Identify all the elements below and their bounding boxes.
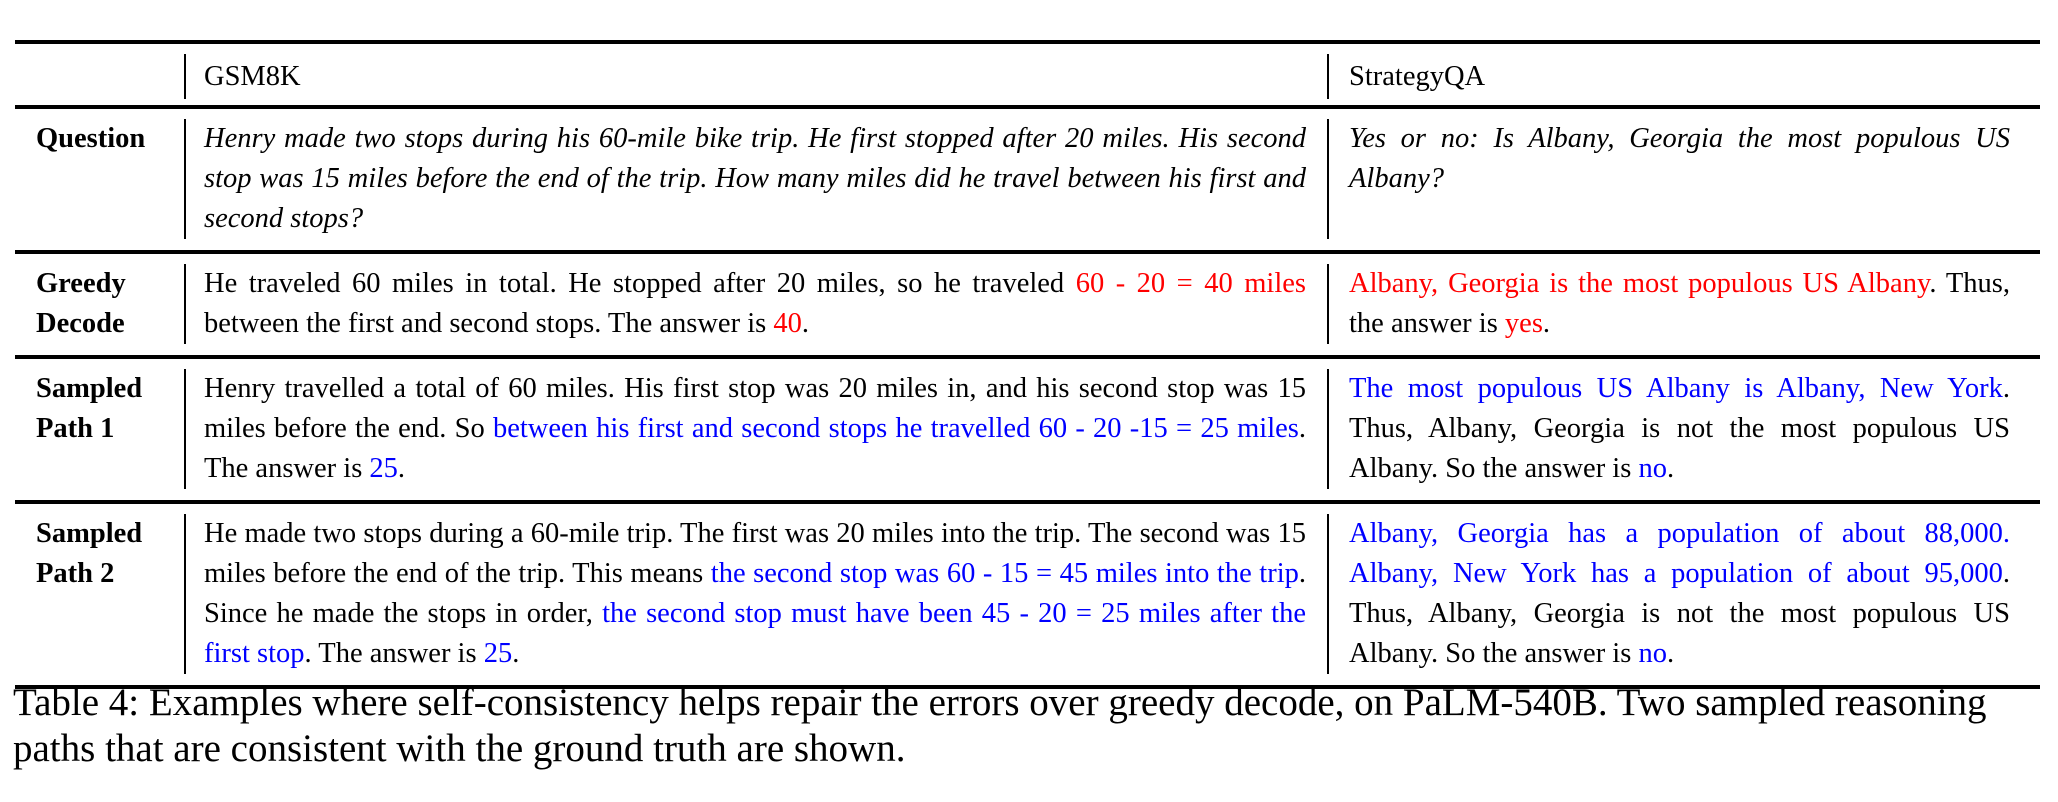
table-caption: Table 4: Examples where self-consistency…: [13, 681, 1987, 770]
strategyqa-cell: Albany, Georgia has a population of abou…: [1327, 514, 2040, 674]
text-segment: between the first and second stops. The …: [204, 308, 774, 339]
gsm8k-cell: Henry travelled a total of 60 miles. His…: [184, 369, 1327, 489]
row-rule: [15, 355, 2040, 359]
examples-table: GSM8K StrategyQA Question Henry made two …: [15, 40, 2040, 689]
correct-reasoning-text: 25: [483, 638, 513, 669]
text-segment: Yes or no: Is Albany, Georgia the most p…: [1349, 123, 2010, 194]
table-row: Question Henry made two stops during his …: [15, 109, 2040, 250]
text-segment: . The answer is: [304, 638, 484, 669]
incorrect-reasoning-text: 40: [773, 308, 802, 339]
text-segment: .: [1666, 453, 1675, 484]
header-label: [15, 44, 184, 105]
table-row: Sampled Path 2 He made two stops during a…: [15, 504, 2040, 685]
table-body: Question Henry made two stops during his …: [15, 109, 2040, 689]
header-strategyqa: StrategyQA: [1327, 54, 2040, 99]
correct-reasoning-text: Albany, Georgia has a population of abou…: [1349, 518, 2010, 589]
correct-reasoning-text: between his first and second stops he tr…: [492, 413, 1299, 444]
strategyqa-cell: The most populous US Albany is Albany, N…: [1327, 369, 2040, 489]
row-rule: [15, 500, 2040, 504]
gsm8k-cell: Henry made two stops during his 60-mile …: [184, 119, 1327, 239]
table-row: Greedy Decode He traveled 60 miles in tot…: [15, 254, 2040, 355]
header-gsm8k: GSM8K: [184, 54, 1327, 99]
strategyqa-cell: Yes or no: Is Albany, Georgia the most p…: [1327, 119, 2040, 239]
strategyqa-cell: Albany, Georgia is the most populous US …: [1327, 264, 2040, 344]
top-rule: [15, 40, 2040, 44]
row-label: Greedy Decode: [36, 268, 126, 339]
gsm8k-cell: He made two stops during a 60-mile trip.…: [184, 514, 1327, 674]
incorrect-reasoning-text: yes: [1504, 308, 1543, 339]
text-segment: He made two stops during a 60-mile trip.…: [204, 518, 1306, 589]
header-row: GSM8K StrategyQA: [15, 44, 2040, 105]
incorrect-reasoning-text: 60 - 20 = 40 miles: [1075, 268, 1306, 299]
correct-reasoning-text: the second stop must have been 45 - 20 =…: [204, 598, 1307, 669]
text-segment: .: [512, 638, 520, 669]
header-rule: [15, 105, 2040, 109]
text-segment: Henry travelled a total of 60 miles. His…: [204, 373, 1306, 444]
correct-reasoning-text: The most populous US Albany is Albany, N…: [1349, 373, 2003, 404]
row-rule: [15, 250, 2040, 254]
text-segment: He traveled 60 miles in total. He stoppe…: [204, 268, 1076, 299]
text-segment: .: [1542, 308, 1551, 339]
text-segment: . Since he made the stops in order,: [204, 558, 1306, 629]
row-label: Sampled Path 1: [36, 373, 143, 444]
correct-reasoning-text: no: [1638, 453, 1667, 484]
row-rule: [15, 685, 2040, 689]
row-label: Sampled Path 2: [36, 518, 143, 589]
table-row: Sampled Path 1 Henry travelled a total of…: [15, 359, 2040, 500]
text-segment: . Thus, Albany, Georgia is not the most …: [1349, 558, 2010, 669]
text-segment: . The answer is: [204, 413, 1306, 484]
text-segment: .: [397, 453, 406, 484]
text-segment: .: [801, 308, 809, 339]
gsm8k-cell: He traveled 60 miles in total. He stoppe…: [184, 264, 1327, 344]
correct-reasoning-text: no: [1638, 638, 1667, 669]
text-segment: . Thus, Albany, Georgia is not the most …: [1349, 373, 2010, 484]
text-segment: .: [1666, 638, 1675, 669]
row-label: Question: [36, 123, 146, 154]
text-segment: . Thus, the answer is: [1349, 268, 2010, 339]
incorrect-reasoning-text: Albany, Georgia is the most populous US …: [1349, 268, 1930, 299]
correct-reasoning-text: the second stop was 60 - 15 = 45 miles i…: [710, 558, 1299, 589]
text-segment: Henry made two stops during his 60-mile …: [204, 123, 1306, 234]
correct-reasoning-text: 25: [369, 453, 398, 484]
